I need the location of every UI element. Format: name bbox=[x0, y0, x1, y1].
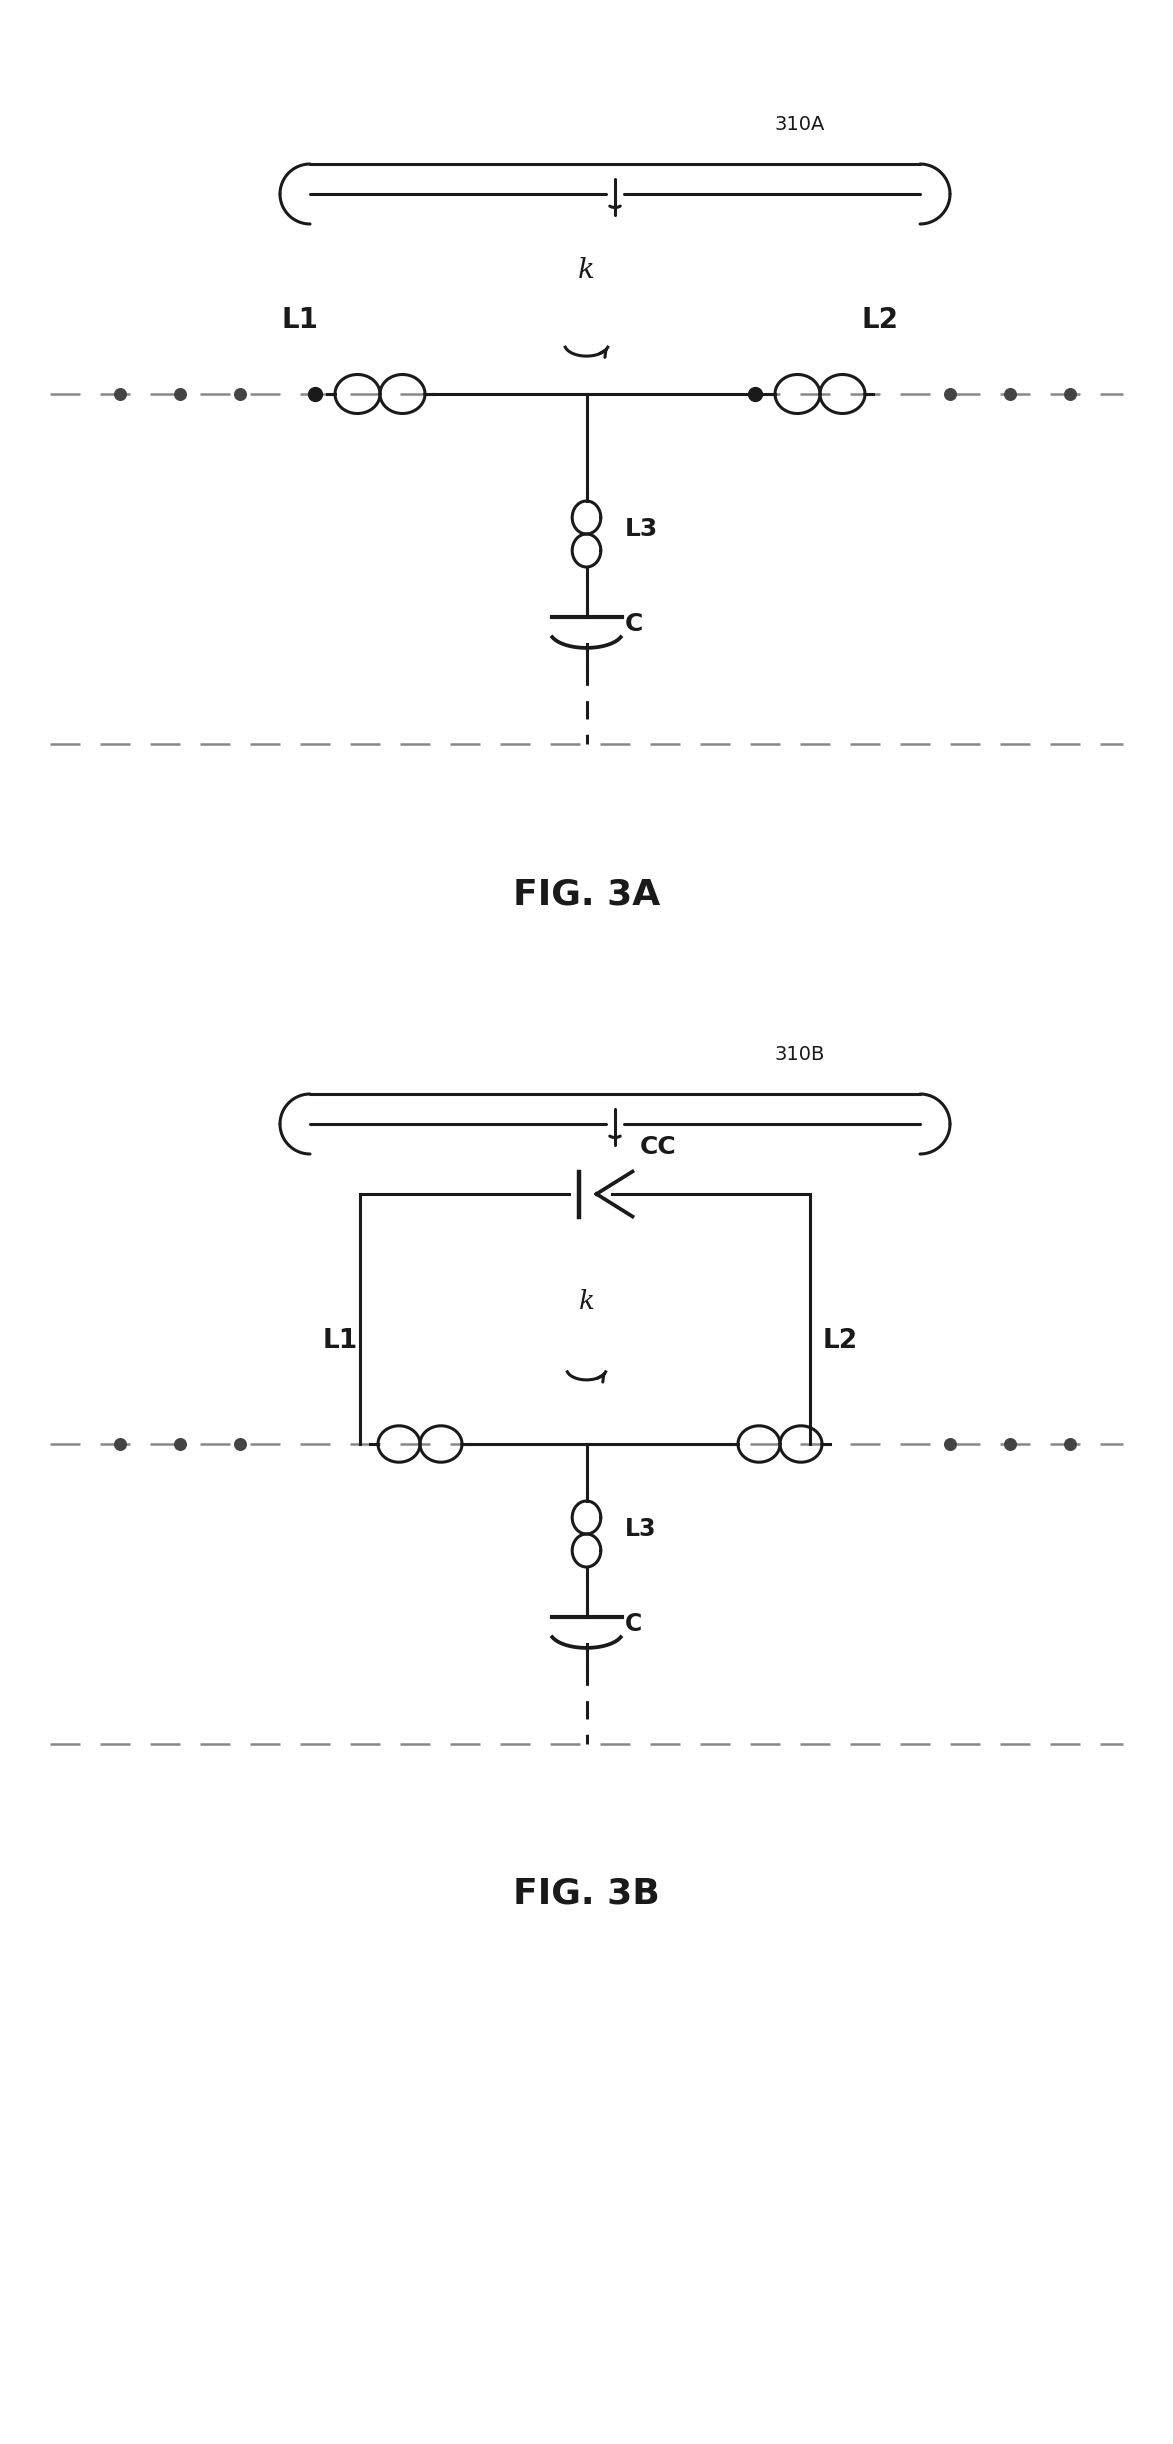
Point bbox=[1001, 1425, 1019, 1464]
Text: k: k bbox=[578, 1288, 595, 1315]
Point bbox=[110, 374, 129, 413]
Text: C: C bbox=[625, 611, 643, 635]
Text: FIG. 3B: FIG. 3B bbox=[513, 1877, 660, 1911]
Text: L3: L3 bbox=[625, 1518, 657, 1542]
Text: L2: L2 bbox=[822, 1327, 857, 1354]
Text: CC: CC bbox=[640, 1134, 677, 1158]
Text: k: k bbox=[578, 257, 595, 284]
Point bbox=[941, 374, 960, 413]
Text: C: C bbox=[625, 1613, 643, 1635]
Text: 310A: 310A bbox=[775, 115, 825, 134]
Text: L1: L1 bbox=[282, 306, 318, 335]
Point bbox=[1001, 374, 1019, 413]
Text: L2: L2 bbox=[861, 306, 899, 335]
Text: FIG. 3A: FIG. 3A bbox=[513, 877, 660, 912]
Point bbox=[1060, 1425, 1079, 1464]
Text: L1: L1 bbox=[323, 1327, 358, 1354]
Point bbox=[170, 1425, 189, 1464]
Point bbox=[1060, 374, 1079, 413]
Point bbox=[306, 374, 325, 413]
Point bbox=[170, 374, 189, 413]
Point bbox=[110, 1425, 129, 1464]
Point bbox=[746, 374, 765, 413]
Text: 310B: 310B bbox=[775, 1046, 825, 1063]
Point bbox=[941, 1425, 960, 1464]
Point bbox=[231, 374, 250, 413]
Point bbox=[231, 1425, 250, 1464]
Text: L3: L3 bbox=[625, 518, 658, 540]
